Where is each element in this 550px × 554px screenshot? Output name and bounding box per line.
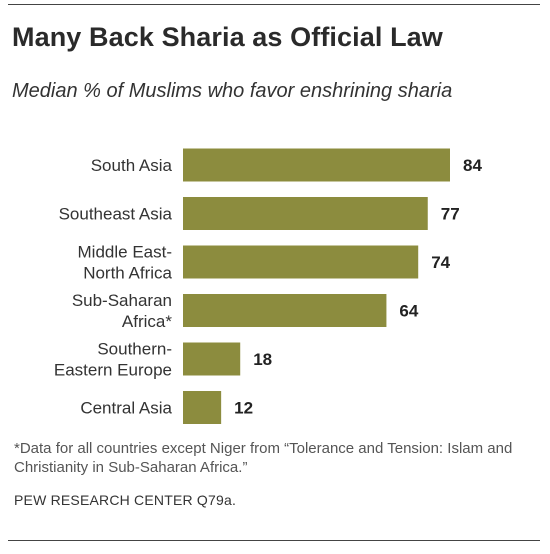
bar-southeast-asia xyxy=(183,197,428,230)
value-label-sub-saharan-africa: 64 xyxy=(399,302,418,321)
bottom-rule xyxy=(8,540,540,541)
category-label-line: Southeast Asia xyxy=(59,205,173,224)
source-note: PEW RESEARCH CENTER Q79a. xyxy=(14,492,237,508)
chart-subtitle: Median % of Muslims who favor enshrining… xyxy=(12,80,453,102)
category-label-southeast-asia: Southeast Asia xyxy=(59,205,173,224)
value-label-middle-east-north-africa: 74 xyxy=(431,253,450,272)
bar-chart: 84 South Asia 77 Southeast Asia 74 Middle Eas… xyxy=(54,148,482,424)
category-label-line: Africa* xyxy=(122,312,172,331)
category-label-line: Sub-Saharan xyxy=(72,291,172,310)
bar-southern-eastern-europe xyxy=(183,342,241,376)
value-label-southeast-asia: 77 xyxy=(441,205,460,224)
category-label-line: South Asia xyxy=(91,156,173,175)
category-label-southern-eastern-europe: Southern- Eastern Europe xyxy=(54,340,172,380)
bar-central-asia xyxy=(183,391,222,424)
bar-middle-east-north-africa xyxy=(183,245,419,279)
category-label-line: Southern- xyxy=(97,340,172,359)
value-label-south-asia: 84 xyxy=(463,156,482,175)
bar-south-asia xyxy=(183,148,450,182)
category-label-south-asia: South Asia xyxy=(91,156,173,175)
category-label-sub-saharan-africa: Sub-Saharan Africa* xyxy=(72,291,173,331)
category-label-central-asia: Central Asia xyxy=(80,399,172,418)
value-label-central-asia: 12 xyxy=(234,399,253,418)
category-label-line: Central Asia xyxy=(80,399,172,418)
value-label-southern-eastern-europe: 18 xyxy=(253,350,272,369)
category-label-line: Middle East- xyxy=(78,243,172,262)
footnote: *Data for all countries except Niger fro… xyxy=(14,440,513,476)
category-label-line: Eastern Europe xyxy=(54,361,172,380)
chart-title: Many Back Sharia as Official Law xyxy=(12,22,443,52)
category-label-middle-east-north-africa: Middle East- North Africa xyxy=(78,243,173,283)
bar-sub-saharan-africa xyxy=(183,294,387,327)
category-label-line: North Africa xyxy=(83,264,172,283)
top-rule xyxy=(8,4,540,5)
